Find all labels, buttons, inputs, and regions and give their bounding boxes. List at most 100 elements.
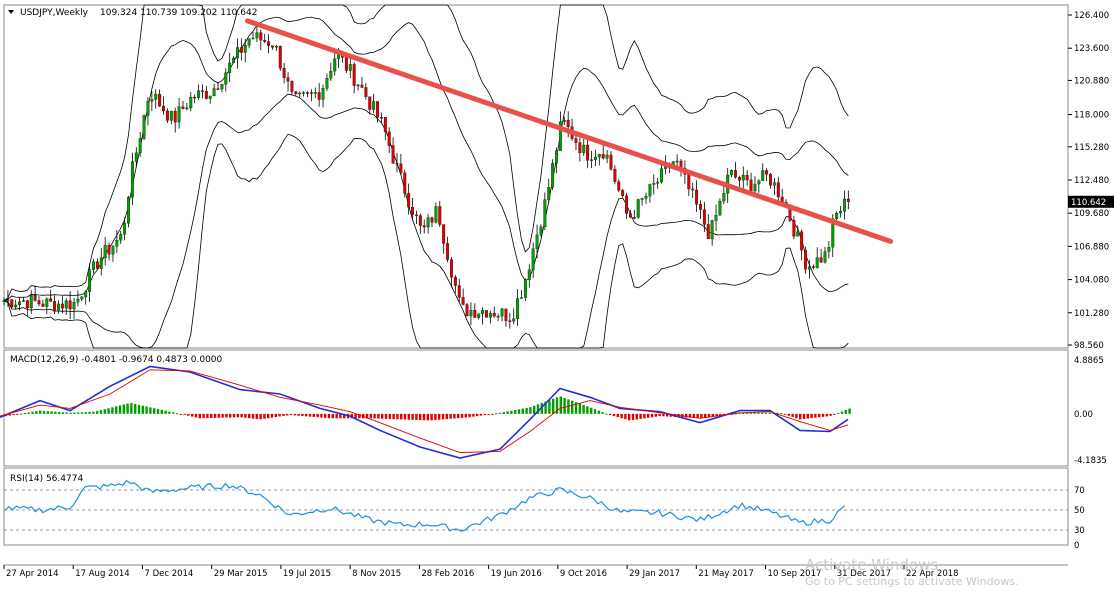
candle-body — [99, 257, 103, 269]
macd-histogram-bar — [141, 405, 144, 414]
macd-histogram-bar — [358, 413, 361, 419]
candle-body — [819, 257, 823, 263]
candle-body — [414, 214, 418, 216]
candle-body — [512, 318, 516, 322]
candle-body — [695, 189, 699, 205]
candle-body — [520, 297, 523, 299]
macd-histogram-bar — [217, 413, 220, 418]
macd-histogram-bar — [267, 413, 270, 419]
macd-histogram-bar — [597, 410, 600, 414]
macd-histogram-bar — [517, 409, 521, 414]
candle-body — [590, 159, 593, 161]
macd-histogram-bar — [388, 413, 391, 420]
candle-body — [53, 301, 57, 312]
candle-body — [842, 198, 846, 212]
candle-body — [189, 96, 193, 109]
header-dropdown-icon — [8, 10, 14, 14]
macd-histogram-bar — [457, 413, 460, 419]
candle-body — [376, 101, 379, 118]
macd-histogram-bar — [61, 412, 65, 414]
macd-histogram-bar — [419, 413, 422, 421]
candle-body — [72, 301, 76, 310]
macd-histogram-bar — [392, 413, 395, 420]
candle-body — [329, 71, 333, 79]
candle-body — [516, 298, 520, 319]
macd-histogram-bar — [810, 413, 813, 419]
candle-body — [543, 199, 547, 228]
macd-histogram-bar — [134, 403, 137, 414]
macd-histogram-bar — [320, 413, 323, 418]
macd-histogram-bar — [92, 411, 95, 414]
macd-histogram-bar — [483, 413, 486, 416]
candle-body — [220, 84, 224, 90]
macd-histogram-bar — [685, 413, 688, 418]
candle-body — [625, 195, 628, 214]
macd-histogram-bar — [46, 411, 49, 414]
candle-body — [165, 110, 169, 121]
candle-body — [294, 91, 298, 95]
macd-series-macd — [0, 365, 849, 459]
macd-histogram-bar — [510, 410, 513, 414]
candle-body — [706, 224, 710, 240]
candle-body — [60, 303, 64, 309]
macd-histogram-bar — [449, 413, 452, 419]
macd-histogram-bar — [301, 413, 304, 417]
macd-histogram-bar — [559, 396, 562, 414]
candle-body — [228, 62, 232, 73]
macd-histogram-bar — [438, 413, 441, 420]
macd-histogram-bar — [369, 413, 372, 419]
macd-histogram-bar — [274, 413, 277, 418]
candle-body — [804, 250, 807, 270]
macd-histogram-bar — [506, 411, 509, 414]
candle-body — [800, 231, 804, 251]
macd-histogram-bar — [840, 411, 844, 414]
watermark-line1: Activate Windows — [805, 556, 938, 574]
macd-histogram-bar — [791, 413, 794, 417]
candle-body — [582, 144, 586, 153]
candle-body — [753, 183, 757, 192]
candle-body — [142, 115, 146, 139]
macd-histogram-bar — [745, 412, 749, 414]
macd-histogram-bar — [780, 413, 783, 415]
candle-body — [259, 32, 263, 41]
candle-body — [216, 88, 220, 90]
candle-body — [776, 182, 780, 198]
macd-histogram-bar — [16, 413, 19, 415]
candle-body — [45, 298, 49, 307]
macd-histogram-bar — [464, 413, 467, 418]
macd-histogram-bar — [802, 413, 806, 419]
candle-body — [827, 247, 831, 252]
macd-histogram-bar — [172, 412, 175, 414]
candle-body — [566, 119, 570, 128]
candle-body — [383, 117, 387, 132]
candle-body — [103, 245, 107, 258]
x-tick-label-2: 7 Dec 2014 — [144, 569, 193, 579]
macd-histogram-bar — [343, 413, 346, 419]
macd-histogram-bar — [552, 398, 555, 414]
candle-body — [68, 300, 72, 310]
x-tick-label-8: 9 Oct 2016 — [560, 569, 607, 579]
macd-histogram-bar — [688, 413, 692, 418]
macd-histogram-bar — [118, 405, 122, 414]
macd-histogram-bar — [814, 413, 817, 418]
macd-histogram-bar — [620, 413, 623, 419]
candle-body — [22, 300, 25, 302]
candle-body — [224, 72, 228, 85]
candle-body — [640, 198, 644, 200]
candle-body — [391, 145, 395, 164]
x-tick-label-0: 27 Apr 2014 — [6, 569, 59, 579]
candle-body — [356, 84, 360, 87]
macd-histogram-bar — [236, 413, 239, 418]
macd-histogram-bar — [149, 407, 152, 414]
candle-body — [154, 93, 158, 100]
macd-histogram-bar — [297, 413, 300, 416]
candle-body — [2, 300, 6, 302]
macd-histogram-bar — [666, 413, 669, 417]
candle-body — [208, 95, 212, 99]
macd-histogram-bar — [145, 406, 148, 414]
macd-histogram-bar — [50, 411, 53, 414]
candle-body — [675, 160, 679, 163]
candle-body — [508, 320, 512, 322]
macd-histogram-bar — [115, 406, 118, 414]
macd-histogram-bar — [248, 413, 251, 419]
